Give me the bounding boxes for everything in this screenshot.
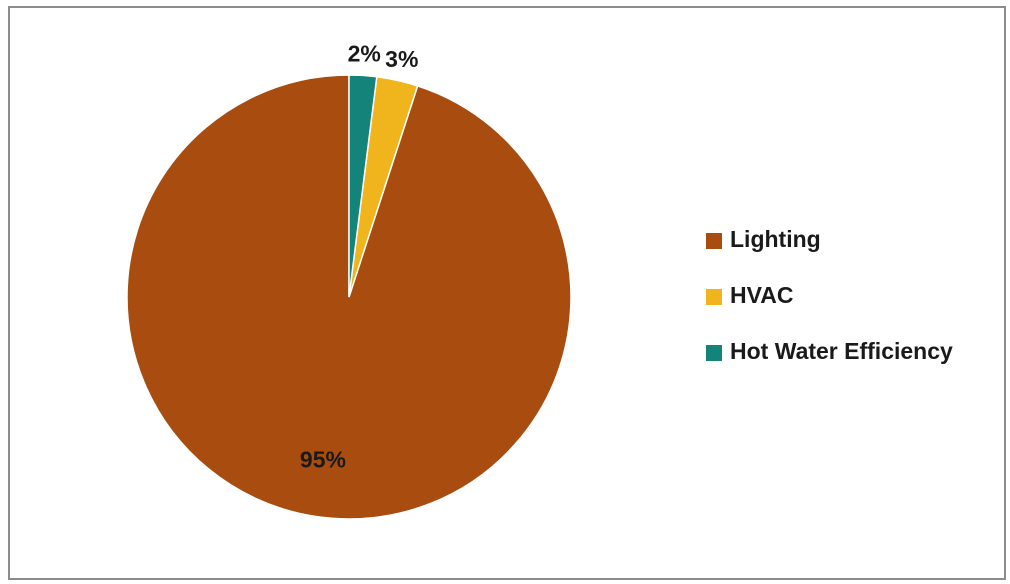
data-label-lighting: 95% — [300, 447, 346, 473]
data-label-hot-water-efficiency: 2% — [348, 41, 381, 67]
legend-item-hvac: HVAC — [706, 282, 793, 308]
data-label-hvac: 3% — [385, 46, 418, 72]
legend-swatch-lighting — [706, 233, 722, 249]
legend-label-lighting: Lighting — [730, 226, 821, 252]
legend: Lighting HVAC Hot Water Efficiency — [706, 226, 953, 364]
pie-slices — [126, 74, 572, 520]
legend-swatch-hot-water-efficiency — [706, 345, 722, 361]
pie-slice-hot-water-efficiency — [348, 74, 378, 298]
legend-item-lighting: Lighting — [706, 226, 821, 252]
legend-item-hot-water-efficiency: Hot Water Efficiency — [706, 338, 953, 364]
legend-label-hvac: HVAC — [730, 282, 793, 308]
legend-swatch-hvac — [706, 289, 722, 305]
pie-data-labels: 95% 3%2% — [300, 41, 418, 473]
legend-label-hot-water-efficiency: Hot Water Efficiency — [730, 338, 953, 364]
